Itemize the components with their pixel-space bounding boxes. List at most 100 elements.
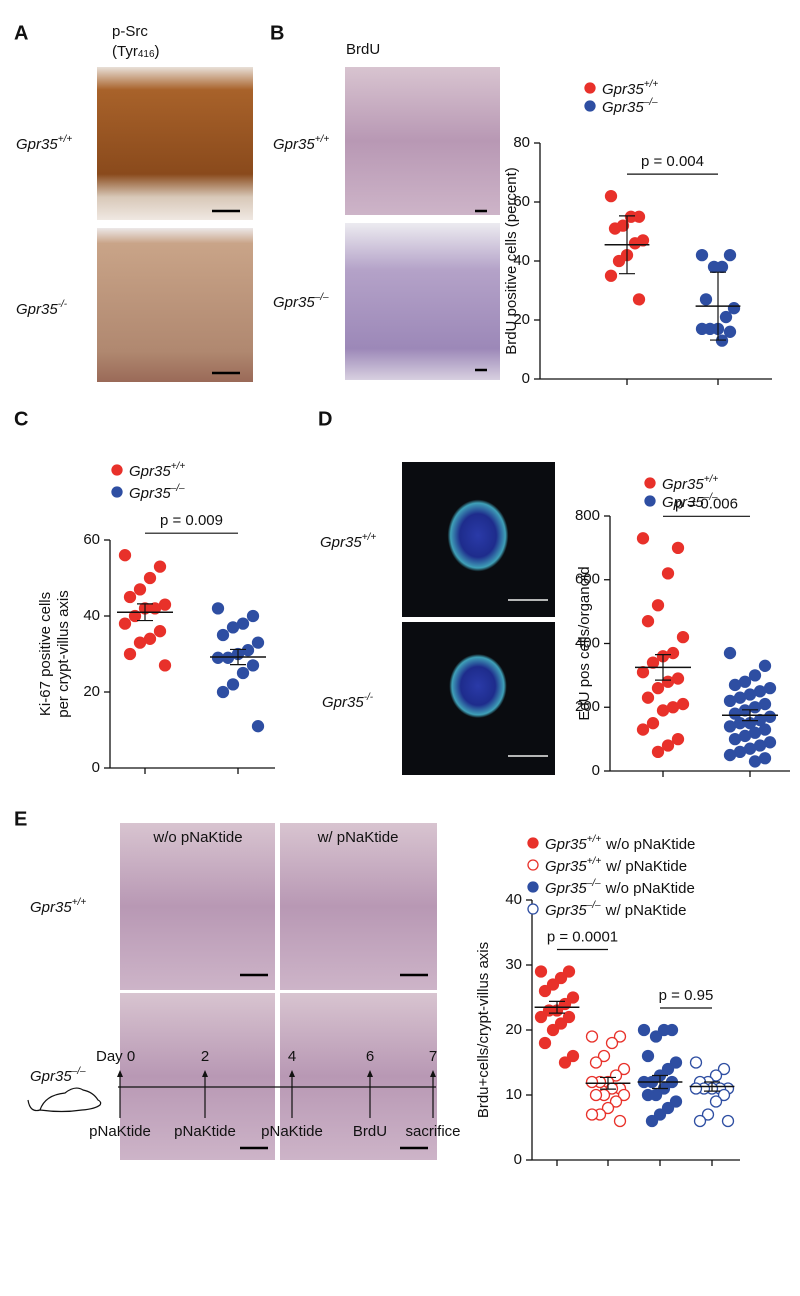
dot <box>641 1049 655 1063</box>
genotype: +/+ <box>362 532 377 543</box>
dot <box>693 1114 707 1128</box>
column-title: w/o pNaKtide <box>152 829 242 846</box>
legend-marker <box>111 464 123 476</box>
dot <box>246 659 260 672</box>
legend-entry: Gpr35–/– <box>662 492 718 511</box>
dot <box>723 748 737 762</box>
dot <box>538 984 552 998</box>
p-value: p = 0.009 <box>160 512 223 529</box>
dot <box>118 617 132 630</box>
dot <box>748 726 762 739</box>
dot <box>226 621 240 634</box>
y-tick-label: 200 <box>575 698 600 715</box>
genotype: +/+ <box>315 134 330 145</box>
genotype: –/– <box>703 492 718 503</box>
dot <box>133 636 147 649</box>
dot <box>143 632 157 645</box>
y-tick-label: 0 <box>522 370 530 387</box>
dot <box>546 1023 560 1037</box>
dot <box>709 1095 723 1108</box>
dot <box>738 675 752 688</box>
gene: Gpr35 <box>129 485 171 502</box>
dot <box>123 590 137 604</box>
genotype: -/- <box>364 692 374 703</box>
genotype: –/– <box>314 292 329 303</box>
y-axis-label: EdU pos cells/organoid <box>576 566 593 720</box>
gene: Gpr35 <box>129 463 171 480</box>
dot <box>158 598 172 611</box>
dot <box>723 325 737 338</box>
legend-marker <box>111 486 123 498</box>
gene: Gpr35 <box>320 534 362 551</box>
error-bar <box>704 1081 720 1092</box>
dot <box>628 237 642 250</box>
dot <box>738 729 752 743</box>
genotype: –/– <box>586 900 601 911</box>
dot <box>748 669 762 682</box>
legend-marker <box>584 100 596 112</box>
p-value: p = 0.006 <box>675 495 738 512</box>
dot <box>585 1075 599 1089</box>
dot <box>636 723 650 736</box>
y-tick-label: 20 <box>513 311 530 328</box>
dot <box>605 1036 619 1050</box>
dot <box>707 260 721 274</box>
dot <box>554 971 568 985</box>
legend-entry: Gpr35+/+ <box>602 79 658 98</box>
dot <box>651 745 665 759</box>
arrow-head <box>117 1070 123 1077</box>
y-tick-label: 10 <box>505 1086 522 1103</box>
dot <box>211 602 225 615</box>
error-bar <box>655 654 671 681</box>
title-part: ) <box>155 43 160 60</box>
p-value: p = 0.95 <box>659 987 714 1004</box>
timeline-graphics <box>27 1086 436 1113</box>
legend-entry: Gpr35+/+ w/ pNaKtide <box>545 856 687 875</box>
event-label: pNaKtide <box>261 1123 323 1140</box>
dot <box>653 1108 667 1121</box>
row-label: Gpr35–/– <box>273 292 329 311</box>
dot <box>723 646 737 660</box>
dot <box>748 701 762 714</box>
dot <box>758 659 772 672</box>
dot <box>661 675 675 688</box>
dot <box>636 532 650 545</box>
legend-marker <box>527 859 539 871</box>
y-tick-label: 60 <box>513 193 530 210</box>
event-label: pNaKtide <box>174 1123 236 1140</box>
error-bar <box>549 1000 565 1014</box>
dot <box>133 583 147 596</box>
dot <box>153 560 167 573</box>
error-bar <box>652 1074 668 1090</box>
y-axis-label: BrdU positive cells (percent) <box>503 167 520 355</box>
day-label: Day 0 <box>96 1048 135 1065</box>
dot <box>546 978 560 991</box>
dot <box>641 691 655 704</box>
legend-entry: Gpr35–/– <box>602 97 658 116</box>
dot <box>743 688 757 701</box>
legend-entry: Gpr35–/– w/ pNaKtide <box>545 900 686 919</box>
title-part: (Tyr <box>112 43 138 60</box>
dot <box>676 630 690 644</box>
micrographs <box>97 67 555 1160</box>
dot <box>613 1114 627 1128</box>
error-bar <box>619 215 635 275</box>
dot <box>585 1030 599 1043</box>
gene: Gpr35 <box>545 880 587 897</box>
dot <box>758 723 772 736</box>
dot <box>641 1088 655 1102</box>
dot <box>671 732 685 746</box>
dot <box>609 1069 623 1082</box>
dot <box>637 1023 651 1037</box>
genotype: –/– <box>71 1066 86 1077</box>
dot <box>689 1082 703 1095</box>
dot <box>597 1049 611 1063</box>
gene: Gpr35 <box>30 1068 72 1085</box>
dot <box>554 1017 568 1030</box>
error-bar <box>600 1076 616 1090</box>
legend-entry: Gpr35–/– w/o pNaKtide <box>545 878 695 897</box>
dot <box>649 1030 663 1043</box>
legend-marker <box>584 82 596 94</box>
gene: Gpr35 <box>273 136 315 153</box>
